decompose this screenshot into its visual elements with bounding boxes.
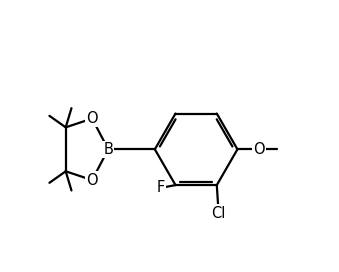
Text: F: F xyxy=(157,180,165,195)
Text: Cl: Cl xyxy=(211,206,225,221)
Text: O: O xyxy=(253,142,264,157)
Text: O: O xyxy=(86,111,98,126)
Text: B: B xyxy=(103,142,113,157)
Text: O: O xyxy=(86,173,98,188)
